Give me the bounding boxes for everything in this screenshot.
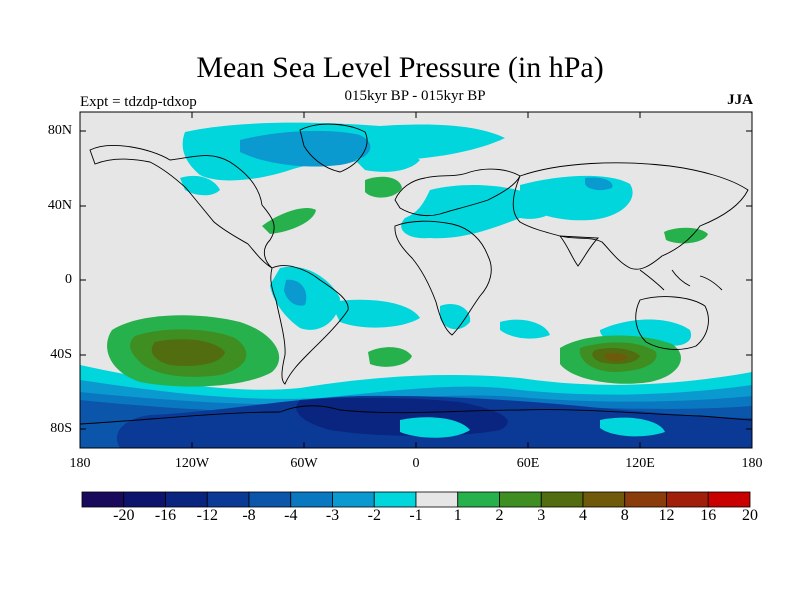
colorbar-box	[290, 491, 333, 508]
colorbar	[81, 491, 751, 508]
south-indian-high-core	[605, 353, 628, 361]
south-atlantic-negative	[330, 299, 420, 328]
colorbar-box	[499, 491, 542, 508]
colorbar-box	[332, 491, 375, 508]
colorbar-label: -20	[113, 507, 135, 524]
lat-ticks	[80, 130, 752, 430]
colorbar-box	[666, 491, 709, 508]
lon-label-60w: 60W	[290, 456, 318, 471]
colorbar-box	[206, 491, 250, 508]
colorbar-label: 12	[658, 507, 675, 524]
lon-label-60e: 60E	[516, 456, 540, 471]
colorbar-box	[582, 491, 626, 508]
lat-label-40s: 40S	[50, 347, 72, 362]
south-pacific-high-3	[151, 339, 225, 366]
colorbar-box	[373, 491, 417, 508]
south-atlantic-high	[368, 347, 412, 367]
colorbar-label: 16	[700, 507, 717, 524]
greenland-coast	[299, 123, 368, 173]
colorbar-box	[248, 491, 292, 508]
colorbar-box	[624, 491, 667, 508]
subtropical-atlantic-high	[262, 207, 316, 234]
north-pacific-high	[664, 227, 708, 244]
asia-coast	[512, 162, 749, 270]
lon-label-120w: 120W	[174, 456, 210, 471]
colorbar-label: 20	[742, 507, 758, 524]
antarctica-coast	[80, 405, 752, 425]
map-subtitle: 015kyr BP - 015kyr BP	[344, 88, 486, 104]
colorbar-label: 1	[453, 507, 462, 524]
india-coast	[559, 235, 600, 267]
lon-label-180e: 180	[741, 456, 763, 471]
colorbar-box	[707, 491, 751, 508]
colorbar-label: -8	[242, 507, 256, 524]
colorbar-box	[165, 491, 208, 508]
lon-label-120e: 120E	[625, 456, 655, 471]
season-label: JJA	[727, 92, 753, 108]
lat-label-80n: 80N	[47, 123, 72, 138]
africa-coast	[394, 220, 492, 336]
colorbar-box	[540, 491, 584, 508]
southeast-asia-islands	[639, 269, 723, 291]
north-atlantic-negative	[355, 153, 420, 172]
australia-coast	[635, 296, 709, 350]
lon-label-0: 0	[412, 456, 420, 471]
colorbar-label: 4	[579, 507, 587, 524]
southern-cyan-patch	[400, 417, 470, 438]
africa-negative	[440, 303, 471, 330]
lat-label-0: 0	[65, 272, 72, 287]
north-atlantic-high	[365, 176, 402, 198]
colorbar-label: 2	[495, 507, 504, 524]
lat-label-40n: 40N	[47, 198, 72, 213]
colorbar-box	[457, 491, 500, 508]
experiment-label: Expt = tdzdp-tdxop	[80, 94, 197, 110]
lat-label-80s: 80S	[50, 421, 72, 436]
colorbar-label: 3	[537, 507, 546, 524]
colorbar-label: -1	[409, 507, 423, 524]
colorbar-box	[415, 491, 459, 508]
colorbar-box	[81, 491, 125, 508]
indian-ocean-negative-2	[500, 319, 550, 339]
colorbar-label: -2	[367, 507, 381, 524]
colorbar-label: -12	[196, 507, 218, 524]
southern-cyan-patch-2	[600, 417, 665, 437]
lon-ticks	[79, 112, 641, 448]
map-title: Mean Sea Level Pressure (in hPa)	[196, 51, 604, 84]
colorbar-box	[123, 491, 166, 508]
asia-negative-core	[585, 177, 613, 191]
lon-label-180w: 180	[69, 456, 91, 471]
colorbar-label: -3	[325, 507, 340, 524]
south-america-negative-core	[284, 279, 307, 306]
alaska-negative	[180, 175, 220, 196]
eurasia-negative	[401, 185, 553, 239]
coastlines	[80, 123, 752, 425]
colorbar-label: -16	[154, 507, 177, 524]
pressure-field	[80, 112, 752, 448]
colorbar-label: 8	[620, 507, 629, 524]
colorbar-label: -4	[284, 507, 298, 524]
south-america-coast	[270, 265, 349, 385]
